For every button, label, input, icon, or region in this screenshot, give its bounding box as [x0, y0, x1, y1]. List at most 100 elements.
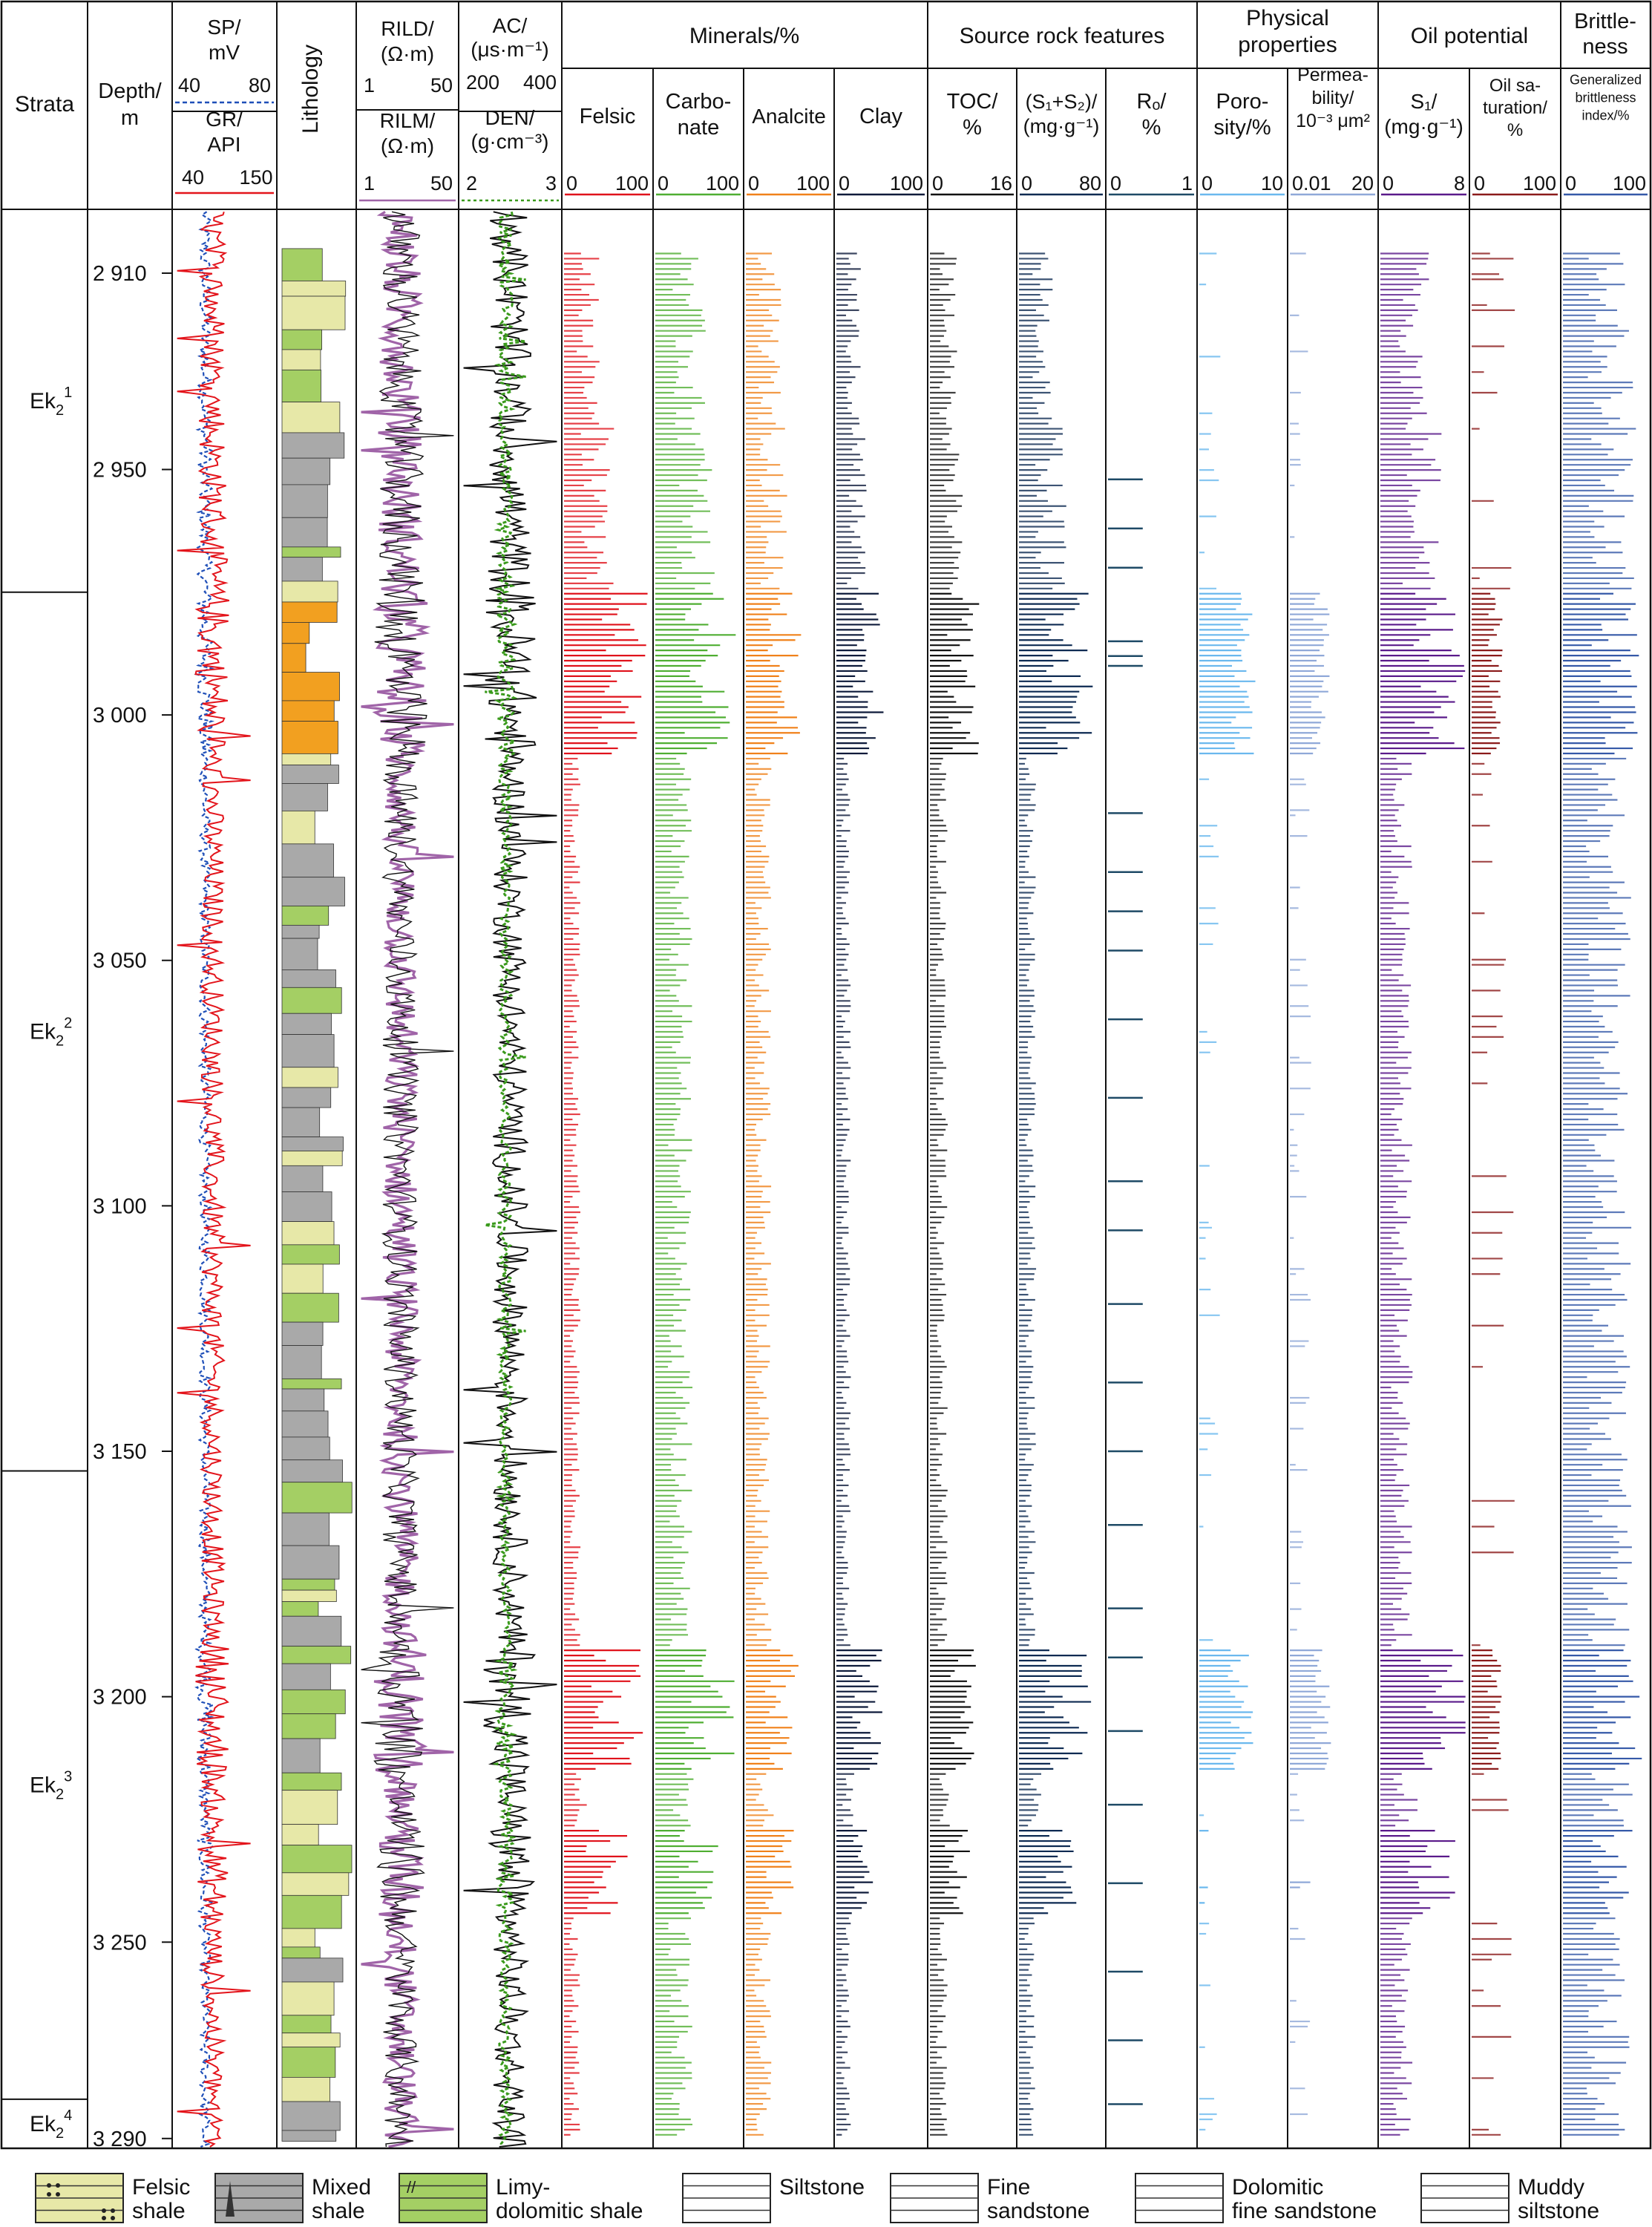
physical-group-header-line-1: properties [1238, 33, 1337, 57]
plot-area: Ek21 Ek22 Ek23 Ek24 2 910 2 950 3 000 3 050 3 10… [30, 210, 1642, 2151]
lithology-bed-33 [281, 1067, 338, 1088]
lithology-bed-65 [281, 1824, 319, 1846]
lithology-bed-18 [281, 700, 335, 722]
track-ro [1108, 478, 1143, 2105]
strata-label-2: Ek23 [30, 1769, 72, 1803]
track-header-s1-1: (mg·g⁻¹) [1384, 115, 1463, 138]
legend-label-mixed_shale-1: shale [312, 2199, 365, 2223]
track-s1 [1380, 252, 1466, 2136]
lithology-bed-60 [281, 1689, 346, 1715]
lithology-bed-25 [281, 877, 345, 906]
sp-scale-min: 40 [178, 74, 200, 97]
gr-scale-min: 40 [182, 166, 204, 189]
track-header-ro-0: Rₒ/ [1137, 90, 1167, 114]
lithology-bed-35 [281, 1107, 321, 1137]
track-header-toc-1: % [963, 116, 982, 140]
lithology-bed-6 [281, 402, 341, 434]
track-header-brit-2: index/% [1581, 108, 1629, 123]
legend-label-felsic_shale-0: Felsic [132, 2175, 190, 2200]
track-felsic [564, 252, 648, 2136]
lithology-bed-29 [281, 969, 336, 988]
lithology-bed-34 [281, 1087, 332, 1108]
strata-label-3: Ek24 [30, 2107, 72, 2142]
ac-scale-min: 200 [466, 71, 499, 94]
strata-label-1: Ek22 [30, 1016, 72, 1050]
lithology-bed-27 [281, 924, 320, 939]
ac-header-line-0: AC/ [493, 14, 528, 37]
rild-scale-min: 1 [364, 74, 375, 97]
den-header-line-0: DEN/ [485, 106, 535, 129]
lithology-bed-21 [281, 765, 339, 784]
strata-label-0: Ek21 [30, 385, 72, 419]
depth-label-4: 3 100 [93, 1194, 147, 1218]
lithology-bed-59 [281, 1663, 331, 1690]
depth-label-0: 2 910 [93, 262, 147, 286]
lithology-bed-74 [281, 2033, 341, 2048]
depth-label-5: 3 150 [93, 1440, 147, 1464]
track-header-carbonate-1: nate [678, 116, 719, 140]
minerals-group-header: Minerals/% [689, 24, 799, 48]
lithology-bed-36 [281, 1137, 344, 1151]
ac-curve [463, 211, 557, 2148]
track-s1s2 [1019, 252, 1093, 2136]
legend-label-muddy_siltstone-0: Muddy [1518, 2175, 1584, 2200]
track-permeability [1290, 252, 1331, 2116]
lithology-bed-17 [281, 672, 340, 702]
depth-label-8: 3 290 [93, 2128, 147, 2151]
legend-mark-limy: // [407, 2178, 416, 2197]
scale-min-oilsat: 0 [1474, 172, 1485, 194]
legend-label-limy_dolomitic_shale-1: dolomitic shale [496, 2199, 643, 2223]
lithology-bed-13 [281, 581, 338, 603]
lithology-bed-0 [281, 248, 323, 281]
legend-dot-felsic-3 [56, 2192, 60, 2197]
scale-max-toc: 16 [990, 172, 1012, 194]
lithology-bed-53 [281, 1545, 340, 1580]
scale-max-oilsat: 100 [1523, 172, 1556, 194]
sp-header-line-1: mV [209, 41, 240, 64]
lithology-bed-10 [281, 517, 328, 548]
lithology-bed-14 [281, 601, 338, 623]
gr-curve [177, 211, 251, 2148]
lithology-bed-54 [281, 1578, 335, 1591]
lithology-bed-75 [281, 2047, 336, 2078]
scale-max-s1s2: 80 [1079, 172, 1101, 194]
track-analcite [746, 252, 802, 2136]
ac-header-line-1: (μs·m⁻¹) [471, 38, 549, 61]
gr-scale-max: 150 [239, 166, 272, 189]
scale-max-felsic: 100 [615, 172, 649, 194]
track-porosity [1199, 252, 1256, 2130]
sp-scale-max: 80 [249, 74, 271, 97]
lithology-bed-67 [281, 1872, 350, 1896]
lithology-bed-52 [281, 1512, 330, 1546]
lithology-bed-70 [281, 1946, 321, 1959]
lithology-bed-66 [281, 1845, 353, 1874]
lithology-bed-68 [281, 1894, 342, 1929]
lithology-header: Lithology [298, 45, 323, 134]
track-header-brit-0: Generalized [1570, 73, 1642, 88]
rild-header-line-0: RILD/ [381, 17, 434, 40]
sp-curve [193, 211, 216, 2148]
lithology-bed-9 [281, 484, 328, 518]
brittleness-group-header-line-0: Brittle- [1574, 10, 1636, 33]
rilm-header-line-0: RILM/ [380, 109, 436, 132]
lithology-bed-39 [281, 1191, 332, 1222]
lithology-bed-45 [281, 1345, 322, 1379]
gr-header-line-1: API [207, 133, 240, 156]
legend-label-limy_dolomitic_shale-0: Limy- [496, 2175, 550, 2200]
lithology-bed-16 [281, 643, 307, 673]
legend-dot-felsic-2 [47, 2192, 51, 2197]
legend-label-fine_sandstone-1: sandstone [987, 2199, 1089, 2223]
track-header-s1s2-1: (mg·g⁻¹) [1023, 115, 1100, 137]
scale-max-ro: 1 [1181, 172, 1193, 194]
lithology-bed-69 [281, 1928, 315, 1948]
track-carbonate [655, 252, 736, 2136]
legend-label-muddy_siltstone-1: siltstone [1518, 2199, 1599, 2223]
scale-min-analcite: 0 [748, 172, 759, 194]
legend-dot-felsic-1 [56, 2183, 60, 2188]
scale-min-carbonate: 0 [658, 172, 669, 194]
rilm-scale-max: 50 [430, 172, 453, 194]
scale-min-ro: 0 [1110, 172, 1121, 194]
oil-group-header: Oil potential [1411, 24, 1528, 48]
